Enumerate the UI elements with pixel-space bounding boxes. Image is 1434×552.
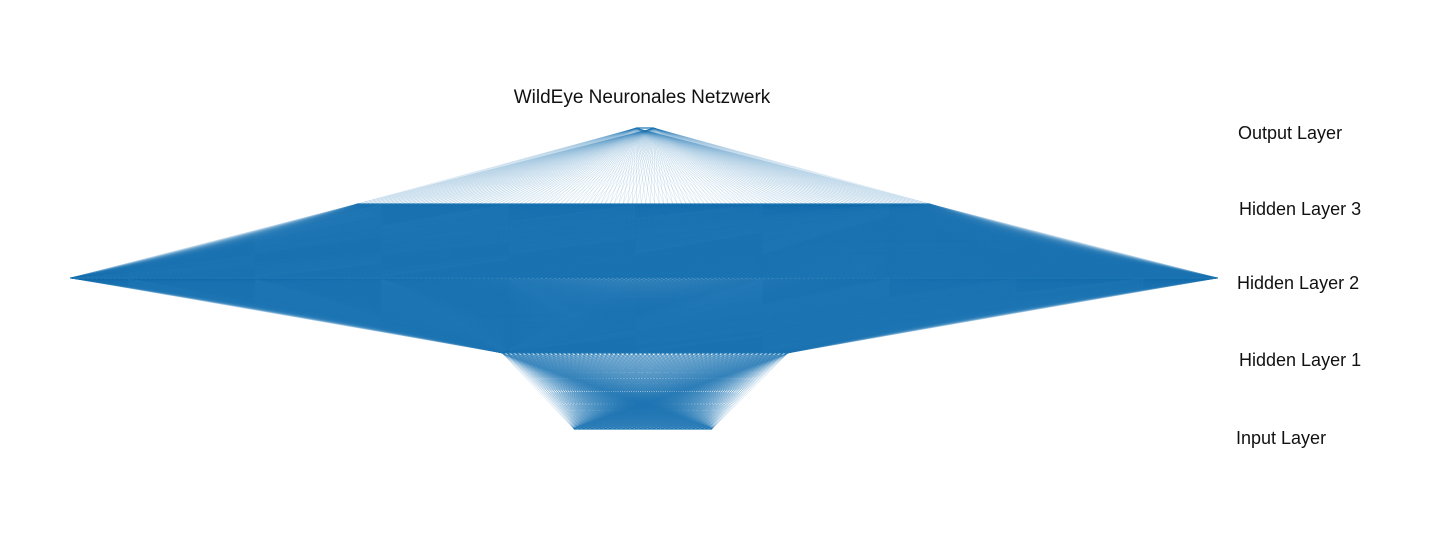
connection-lines (501, 352, 789, 430)
connections-h3-h2 (69, 203, 1219, 279)
connections-h1-input (501, 352, 789, 430)
layer-label-hidden-3: Hidden Layer 3 (1239, 199, 1362, 219)
layer-label-output: Output Layer (1238, 123, 1343, 143)
layer-label-hidden-1: Hidden Layer 1 (1239, 350, 1362, 370)
connections-output-h3 (356, 127, 931, 205)
connections-h2-h1 (69, 277, 1219, 354)
layer-label-hidden-2: Hidden Layer 2 (1237, 273, 1360, 293)
layer-label-input: Input Layer (1236, 428, 1327, 448)
connection-lines (69, 203, 1219, 279)
diagram-title: WildEye Neuronales Netzwerk (513, 87, 771, 108)
connection-lines (356, 127, 931, 205)
connection-lines (69, 277, 1219, 354)
